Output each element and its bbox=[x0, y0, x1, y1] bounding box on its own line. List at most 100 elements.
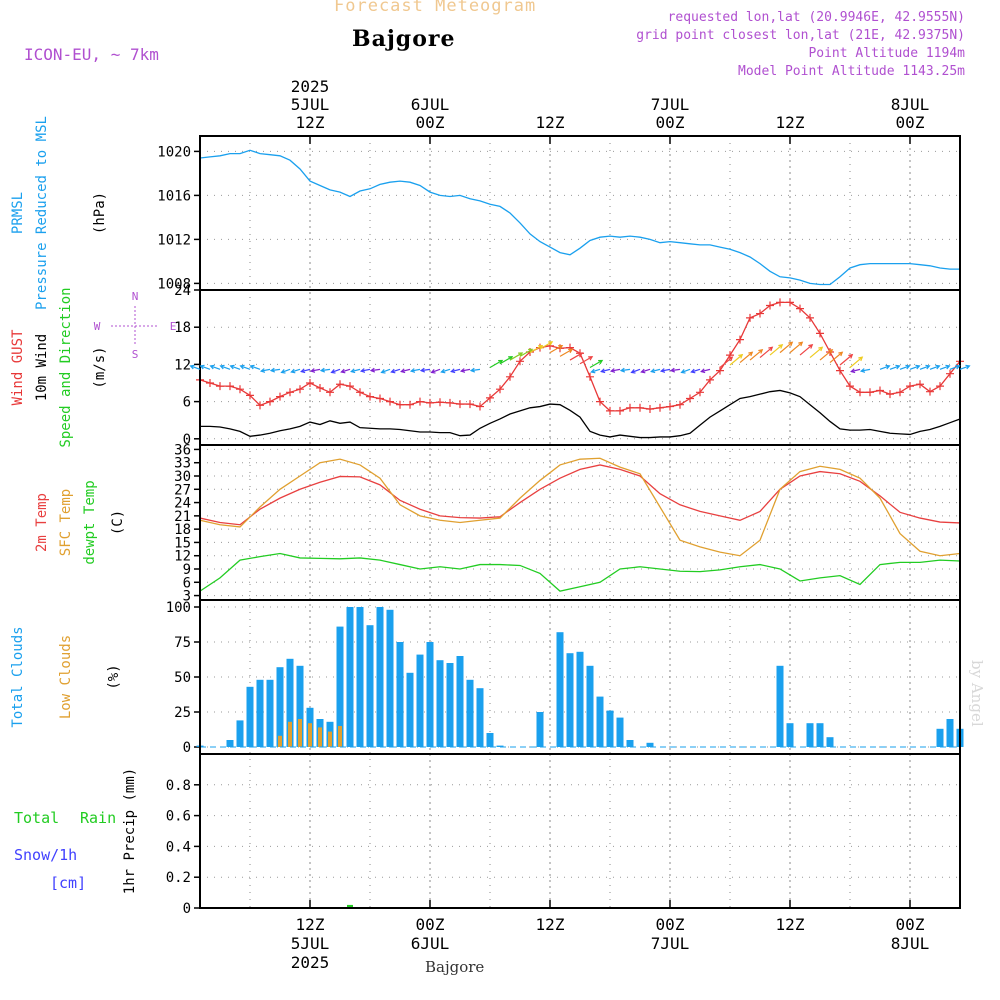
wind-direction-arrow bbox=[441, 368, 451, 373]
top-time-label: 12Z bbox=[776, 113, 805, 132]
gust-point bbox=[676, 400, 684, 409]
wind-direction-arrow bbox=[809, 346, 823, 359]
clouds-bar bbox=[286, 658, 294, 747]
gust-point bbox=[216, 382, 224, 391]
wind-direction-arrow bbox=[230, 365, 241, 370]
wind-arrow-head bbox=[838, 351, 844, 357]
clouds-bar bbox=[278, 735, 282, 747]
pressure-ytick-label: 1016 bbox=[157, 188, 191, 204]
wind-arrow-head bbox=[669, 367, 676, 373]
wind-arrow-head bbox=[619, 367, 626, 373]
model-label: ICON-EU, ~ 7km bbox=[24, 45, 159, 64]
clouds-bar bbox=[288, 721, 292, 747]
gust-point bbox=[756, 309, 764, 318]
gust-point bbox=[246, 391, 254, 400]
top-time-label: 12Z bbox=[536, 113, 565, 132]
pressure-ytick-label: 1012 bbox=[157, 232, 191, 248]
compass-north: N bbox=[132, 290, 139, 303]
clouds-axis-label: (%) bbox=[106, 664, 122, 689]
pressure-axis-label: Pressure Reduced to MSL bbox=[34, 116, 50, 310]
precip-legend-total: Total bbox=[14, 809, 59, 827]
precip-ytick-label: 0.2 bbox=[166, 870, 191, 886]
gust-point bbox=[396, 400, 404, 409]
wind-axis-label: 10m Wind bbox=[34, 334, 50, 401]
pressure-frame bbox=[199, 135, 961, 291]
clouds-bar bbox=[416, 654, 424, 747]
clouds-axis-label: Total Clouds bbox=[10, 626, 26, 727]
wind-arrow-head bbox=[895, 364, 901, 370]
gust-point bbox=[936, 382, 944, 391]
wind-arrow-head bbox=[568, 348, 574, 354]
wind-direction-arrow bbox=[519, 348, 533, 357]
bottom-time-label: 2025 bbox=[291, 953, 330, 972]
temperature-ytick-label: 9 bbox=[183, 562, 191, 578]
gust-point bbox=[806, 313, 814, 322]
clouds-bar bbox=[586, 665, 594, 747]
clouds-ytick-label: 25 bbox=[174, 705, 191, 721]
clouds-bar bbox=[338, 726, 342, 747]
wind-axis-label: (m/s) bbox=[92, 346, 108, 388]
gust-point bbox=[616, 406, 624, 415]
gust-point bbox=[496, 385, 504, 394]
wind-arrow-head bbox=[945, 364, 951, 370]
wind-arrow-head bbox=[700, 368, 706, 374]
clouds-bar bbox=[406, 672, 414, 747]
gust-point bbox=[636, 403, 644, 412]
wind-arrow-head bbox=[659, 368, 666, 373]
clouds-bar bbox=[566, 653, 574, 747]
pressure-axis-label: (hPa) bbox=[92, 192, 108, 234]
wind-arrow-head bbox=[330, 369, 336, 374]
temperature-ytick-label: 24 bbox=[174, 496, 191, 512]
wind-arrow-head bbox=[459, 368, 466, 373]
wind-direction-arrow bbox=[341, 368, 351, 373]
gust-point bbox=[206, 379, 214, 387]
clouds-ytick-label: 0 bbox=[183, 740, 191, 756]
precip-bar bbox=[347, 904, 353, 908]
wind-arrow-head bbox=[650, 368, 656, 374]
wind-direction-arrow bbox=[681, 368, 691, 374]
clouds-bar bbox=[276, 667, 284, 747]
wind-ytick-label: 12 bbox=[174, 357, 191, 373]
gust-point bbox=[786, 298, 794, 307]
pressure-axis-label: PRMSL bbox=[10, 192, 26, 234]
wind-arrow-head bbox=[590, 368, 596, 374]
wind-direction-arrow bbox=[671, 368, 681, 372]
clouds-bar bbox=[806, 723, 814, 747]
gust-point bbox=[506, 372, 514, 381]
wind-direction-arrow bbox=[371, 368, 381, 372]
wind-arrow-head bbox=[319, 367, 326, 373]
gust-point bbox=[816, 329, 824, 338]
gust-point bbox=[736, 335, 744, 344]
wind-direction-arrow bbox=[529, 345, 543, 354]
wind-direction-arrow bbox=[321, 368, 331, 372]
clouds-bar bbox=[456, 656, 464, 747]
clouds-bar bbox=[786, 723, 794, 747]
gust-point bbox=[666, 402, 674, 411]
wind-arrow-head bbox=[768, 346, 774, 352]
wind-arrow-head bbox=[925, 364, 931, 370]
gust-point bbox=[276, 392, 284, 401]
wind-direction-arrow bbox=[949, 365, 960, 370]
wind-direction-arrow bbox=[361, 368, 371, 372]
wind-arrow-head bbox=[965, 364, 971, 370]
wind-direction-arrow bbox=[861, 368, 871, 372]
temperature-ytick-label: 15 bbox=[174, 535, 191, 551]
requested-coords: requested lon,lat (20.9946E, 42.9555N) bbox=[667, 10, 965, 25]
top-time-label: 00Z bbox=[896, 113, 925, 132]
wind-arrow-head bbox=[600, 368, 606, 374]
compass-east: E bbox=[170, 320, 177, 333]
wind-direction-arrow bbox=[311, 368, 321, 372]
wind-direction-arrow bbox=[879, 365, 890, 370]
bottom-time-label: 7JUL bbox=[651, 934, 690, 953]
wind-direction-arrow bbox=[611, 368, 621, 372]
precip-legend-rain: Rain bbox=[80, 809, 116, 827]
gust-point bbox=[766, 301, 774, 310]
wind-direction-arrow bbox=[220, 365, 231, 370]
wind-direction-arrow bbox=[421, 368, 431, 372]
clouds-bar bbox=[616, 717, 624, 747]
bottom-time-label: 00Z bbox=[656, 915, 685, 934]
wind-arrow-head bbox=[798, 341, 804, 347]
top-time-label: 8JUL bbox=[891, 95, 930, 114]
top-time-label: 00Z bbox=[656, 113, 685, 132]
wind-direction-arrow bbox=[939, 365, 950, 370]
